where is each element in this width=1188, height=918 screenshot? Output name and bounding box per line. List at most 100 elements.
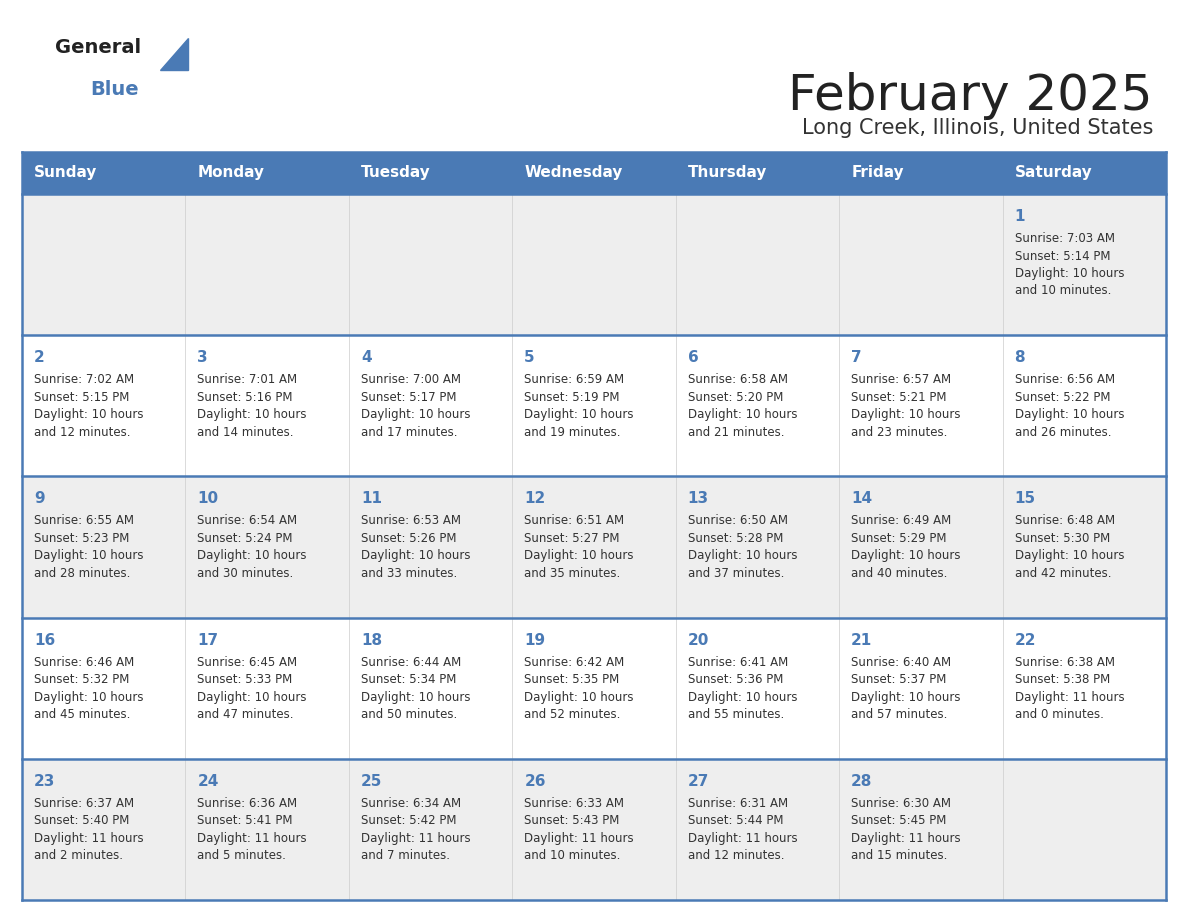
Text: Sunrise: 6:46 AM: Sunrise: 6:46 AM <box>34 655 134 668</box>
Text: Sunrise: 6:59 AM: Sunrise: 6:59 AM <box>524 374 625 386</box>
Text: Sunrise: 6:31 AM: Sunrise: 6:31 AM <box>688 797 788 810</box>
Text: 11: 11 <box>361 491 381 507</box>
Text: Daylight: 10 hours: Daylight: 10 hours <box>34 549 144 563</box>
Text: and 15 minutes.: and 15 minutes. <box>851 849 948 862</box>
Text: and 26 minutes.: and 26 minutes. <box>1015 426 1111 439</box>
Text: Sunset: 5:22 PM: Sunset: 5:22 PM <box>1015 391 1110 404</box>
Text: Long Creek, Illinois, United States: Long Creek, Illinois, United States <box>802 118 1154 138</box>
Bar <box>23 476 1165 618</box>
Text: and 10 minutes.: and 10 minutes. <box>1015 285 1111 297</box>
Text: Sunset: 5:19 PM: Sunset: 5:19 PM <box>524 391 620 404</box>
Text: Tuesday: Tuesday <box>361 165 430 181</box>
Text: Sunset: 5:43 PM: Sunset: 5:43 PM <box>524 814 620 827</box>
Text: 27: 27 <box>688 774 709 789</box>
Text: Daylight: 10 hours: Daylight: 10 hours <box>1015 409 1124 421</box>
Text: and 14 minutes.: and 14 minutes. <box>197 426 293 439</box>
Text: Sunrise: 7:01 AM: Sunrise: 7:01 AM <box>197 374 297 386</box>
Text: and 40 minutes.: and 40 minutes. <box>851 567 948 580</box>
Text: Sunrise: 6:50 AM: Sunrise: 6:50 AM <box>688 514 788 528</box>
Text: Sunrise: 6:34 AM: Sunrise: 6:34 AM <box>361 797 461 810</box>
Text: Sunset: 5:32 PM: Sunset: 5:32 PM <box>34 673 129 686</box>
Text: Daylight: 10 hours: Daylight: 10 hours <box>688 409 797 421</box>
Text: 17: 17 <box>197 633 219 647</box>
Text: Sunday: Sunday <box>34 165 97 181</box>
Text: and 23 minutes.: and 23 minutes. <box>851 426 948 439</box>
Text: Sunrise: 6:33 AM: Sunrise: 6:33 AM <box>524 797 624 810</box>
Text: Sunrise: 7:02 AM: Sunrise: 7:02 AM <box>34 374 134 386</box>
Text: and 45 minutes.: and 45 minutes. <box>34 708 131 722</box>
Text: Sunrise: 6:40 AM: Sunrise: 6:40 AM <box>851 655 952 668</box>
Text: February 2025: February 2025 <box>789 72 1154 120</box>
Text: Sunset: 5:24 PM: Sunset: 5:24 PM <box>197 532 293 545</box>
Text: Sunset: 5:27 PM: Sunset: 5:27 PM <box>524 532 620 545</box>
Text: 12: 12 <box>524 491 545 507</box>
Text: Sunrise: 6:58 AM: Sunrise: 6:58 AM <box>688 374 788 386</box>
Text: and 17 minutes.: and 17 minutes. <box>361 426 457 439</box>
Text: and 35 minutes.: and 35 minutes. <box>524 567 620 580</box>
Text: and 12 minutes.: and 12 minutes. <box>688 849 784 862</box>
Text: Daylight: 10 hours: Daylight: 10 hours <box>361 409 470 421</box>
Text: 2: 2 <box>34 350 45 365</box>
Text: Daylight: 11 hours: Daylight: 11 hours <box>361 832 470 845</box>
Text: Sunrise: 6:48 AM: Sunrise: 6:48 AM <box>1015 514 1114 528</box>
Text: 10: 10 <box>197 491 219 507</box>
Text: Friday: Friday <box>851 165 904 181</box>
Text: 22: 22 <box>1015 633 1036 647</box>
Text: Sunset: 5:21 PM: Sunset: 5:21 PM <box>851 391 947 404</box>
Text: Sunrise: 6:56 AM: Sunrise: 6:56 AM <box>1015 374 1114 386</box>
Text: Sunset: 5:44 PM: Sunset: 5:44 PM <box>688 814 783 827</box>
Text: Sunset: 5:41 PM: Sunset: 5:41 PM <box>197 814 293 827</box>
Text: 19: 19 <box>524 633 545 647</box>
Text: Sunset: 5:26 PM: Sunset: 5:26 PM <box>361 532 456 545</box>
Text: Sunset: 5:40 PM: Sunset: 5:40 PM <box>34 814 129 827</box>
Text: 18: 18 <box>361 633 383 647</box>
Text: Sunset: 5:29 PM: Sunset: 5:29 PM <box>851 532 947 545</box>
Text: Sunrise: 6:44 AM: Sunrise: 6:44 AM <box>361 655 461 668</box>
Text: 28: 28 <box>851 774 872 789</box>
Text: Sunrise: 6:42 AM: Sunrise: 6:42 AM <box>524 655 625 668</box>
Text: Daylight: 10 hours: Daylight: 10 hours <box>524 690 633 703</box>
Text: Sunset: 5:30 PM: Sunset: 5:30 PM <box>1015 532 1110 545</box>
Text: Daylight: 11 hours: Daylight: 11 hours <box>688 832 797 845</box>
Text: Sunset: 5:38 PM: Sunset: 5:38 PM <box>1015 673 1110 686</box>
Text: Sunrise: 7:03 AM: Sunrise: 7:03 AM <box>1015 232 1114 245</box>
Text: and 52 minutes.: and 52 minutes. <box>524 708 620 722</box>
Text: Sunrise: 6:36 AM: Sunrise: 6:36 AM <box>197 797 297 810</box>
Text: and 10 minutes.: and 10 minutes. <box>524 849 620 862</box>
Text: 8: 8 <box>1015 350 1025 365</box>
Text: and 37 minutes.: and 37 minutes. <box>688 567 784 580</box>
Text: Daylight: 10 hours: Daylight: 10 hours <box>361 690 470 703</box>
Text: Daylight: 11 hours: Daylight: 11 hours <box>524 832 634 845</box>
Text: 16: 16 <box>34 633 56 647</box>
Text: Daylight: 11 hours: Daylight: 11 hours <box>1015 690 1124 703</box>
Text: and 47 minutes.: and 47 minutes. <box>197 708 293 722</box>
Text: 6: 6 <box>688 350 699 365</box>
Text: 7: 7 <box>851 350 861 365</box>
Text: Daylight: 10 hours: Daylight: 10 hours <box>34 690 144 703</box>
Text: 13: 13 <box>688 491 709 507</box>
Polygon shape <box>160 38 188 70</box>
Text: Daylight: 10 hours: Daylight: 10 hours <box>688 549 797 563</box>
Bar <box>23 759 1165 900</box>
Text: Sunset: 5:37 PM: Sunset: 5:37 PM <box>851 673 947 686</box>
Text: and 57 minutes.: and 57 minutes. <box>851 708 948 722</box>
Bar <box>23 335 1165 476</box>
Text: 15: 15 <box>1015 491 1036 507</box>
Bar <box>23 152 1165 194</box>
Text: Wednesday: Wednesday <box>524 165 623 181</box>
Text: 3: 3 <box>197 350 208 365</box>
Text: Daylight: 10 hours: Daylight: 10 hours <box>688 690 797 703</box>
Text: 1: 1 <box>1015 209 1025 224</box>
Text: Daylight: 10 hours: Daylight: 10 hours <box>1015 549 1124 563</box>
Text: Sunset: 5:34 PM: Sunset: 5:34 PM <box>361 673 456 686</box>
Text: Sunset: 5:45 PM: Sunset: 5:45 PM <box>851 814 947 827</box>
Text: Daylight: 10 hours: Daylight: 10 hours <box>34 409 144 421</box>
Text: Daylight: 10 hours: Daylight: 10 hours <box>851 549 961 563</box>
Text: Sunset: 5:16 PM: Sunset: 5:16 PM <box>197 391 293 404</box>
Text: Sunset: 5:33 PM: Sunset: 5:33 PM <box>197 673 292 686</box>
Text: 5: 5 <box>524 350 535 365</box>
Text: Sunset: 5:35 PM: Sunset: 5:35 PM <box>524 673 619 686</box>
Text: and 5 minutes.: and 5 minutes. <box>197 849 286 862</box>
Text: Sunset: 5:23 PM: Sunset: 5:23 PM <box>34 532 129 545</box>
Text: Sunrise: 7:00 AM: Sunrise: 7:00 AM <box>361 374 461 386</box>
